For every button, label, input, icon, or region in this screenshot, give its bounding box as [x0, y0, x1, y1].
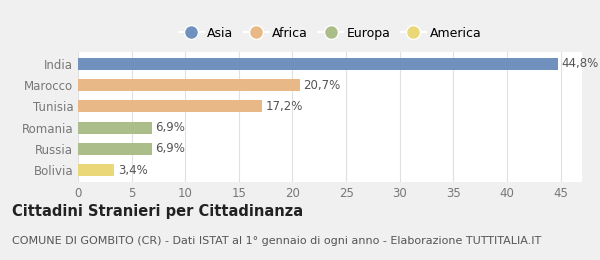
Bar — [78, 58, 559, 70]
Bar — [78, 143, 152, 155]
Bar — [78, 122, 152, 133]
Text: 6,9%: 6,9% — [155, 121, 185, 134]
Bar — [78, 101, 262, 112]
Text: 20,7%: 20,7% — [303, 79, 340, 92]
Text: 3,4%: 3,4% — [118, 164, 148, 177]
Text: 44,8%: 44,8% — [562, 57, 599, 70]
Legend: Asia, Africa, Europa, America: Asia, Africa, Europa, America — [173, 22, 487, 45]
Text: Cittadini Stranieri per Cittadinanza: Cittadini Stranieri per Cittadinanza — [12, 204, 303, 219]
Text: COMUNE DI GOMBITO (CR) - Dati ISTAT al 1° gennaio di ogni anno - Elaborazione TU: COMUNE DI GOMBITO (CR) - Dati ISTAT al 1… — [12, 236, 541, 246]
Bar — [78, 164, 115, 176]
Bar — [78, 79, 300, 91]
Text: 17,2%: 17,2% — [266, 100, 303, 113]
Text: 6,9%: 6,9% — [155, 142, 185, 155]
